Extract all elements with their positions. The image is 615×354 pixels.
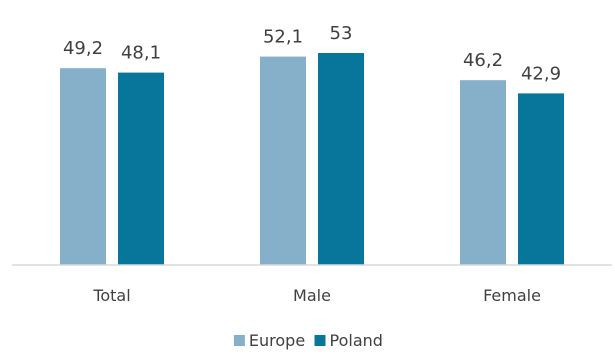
data-label-total-poland: 48,1	[121, 43, 161, 64]
legend-label-poland: Poland	[330, 331, 383, 350]
data-label-male-europe: 52,1	[263, 27, 303, 48]
bar-female-europe	[460, 80, 506, 265]
x-tick-label-male: Male	[293, 286, 331, 305]
legend: Europe Poland	[233, 331, 383, 350]
bar-total-poland	[118, 72, 164, 265]
data-label-female-poland: 42,9	[521, 63, 561, 84]
x-tick-label-total: Total	[92, 286, 130, 305]
x-tick-labels-group: Total Male Female	[92, 286, 541, 305]
data-label-female-europe: 46,2	[463, 50, 503, 71]
data-labels-group: 49,2 48,1 52,1 53 46,2 42,9	[63, 23, 561, 84]
bar-female-poland	[518, 93, 564, 266]
legend-label-europe: Europe	[249, 331, 305, 350]
bars-group	[60, 53, 564, 266]
data-label-male-poland: 53	[330, 23, 353, 44]
bar-total-europe	[60, 68, 106, 265]
data-label-total-europe: 49,2	[63, 38, 103, 59]
bar-male-europe	[260, 56, 306, 265]
legend-swatch-europe	[233, 335, 245, 346]
x-tick-label-female: Female	[483, 286, 541, 305]
legend-swatch-poland	[314, 335, 326, 346]
bar-male-poland	[318, 53, 364, 265]
